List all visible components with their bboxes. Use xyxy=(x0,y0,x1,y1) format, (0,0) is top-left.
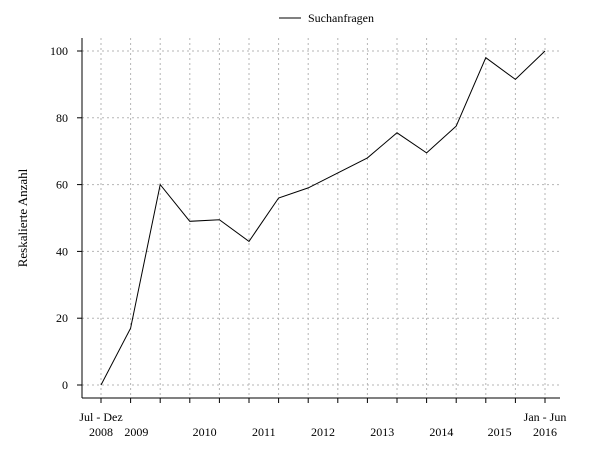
y-tick-label: 80 xyxy=(56,111,68,125)
x-tick-label-year: 2010 xyxy=(193,425,217,439)
y-tick-label: 40 xyxy=(56,244,68,258)
legend-label-suchanfragen: Suchanfragen xyxy=(308,11,374,25)
grid xyxy=(82,38,560,398)
x-tick-label-year: 2012 xyxy=(311,425,335,439)
x-tick-label-start-period: Jul - Dez xyxy=(79,410,122,424)
axes xyxy=(77,38,560,403)
y-tick-label: 60 xyxy=(56,178,68,192)
x-tick-label-start-year: 2008 xyxy=(89,425,113,439)
x-tick-label-year: 2009 xyxy=(124,425,148,439)
x-tick-label-end-year: 2016 xyxy=(533,425,557,439)
y-axis-label: Reskalierte Anzahl xyxy=(15,168,30,267)
y-tick-label: 20 xyxy=(56,311,68,325)
y-tick-label: 0 xyxy=(62,378,68,392)
series-line-suchanfragen xyxy=(100,50,546,386)
x-tick-label-year: 2015 xyxy=(488,425,512,439)
y-tick-label: 100 xyxy=(50,44,68,58)
legend: Suchanfragen xyxy=(279,11,374,25)
series-lines xyxy=(100,50,546,386)
x-tick-label-end-period: Jan - Jun xyxy=(524,410,567,424)
x-tick-label-year: 2013 xyxy=(370,425,394,439)
x-tick-label-year: 2011 xyxy=(252,425,276,439)
x-tick-label-year: 2014 xyxy=(429,425,453,439)
